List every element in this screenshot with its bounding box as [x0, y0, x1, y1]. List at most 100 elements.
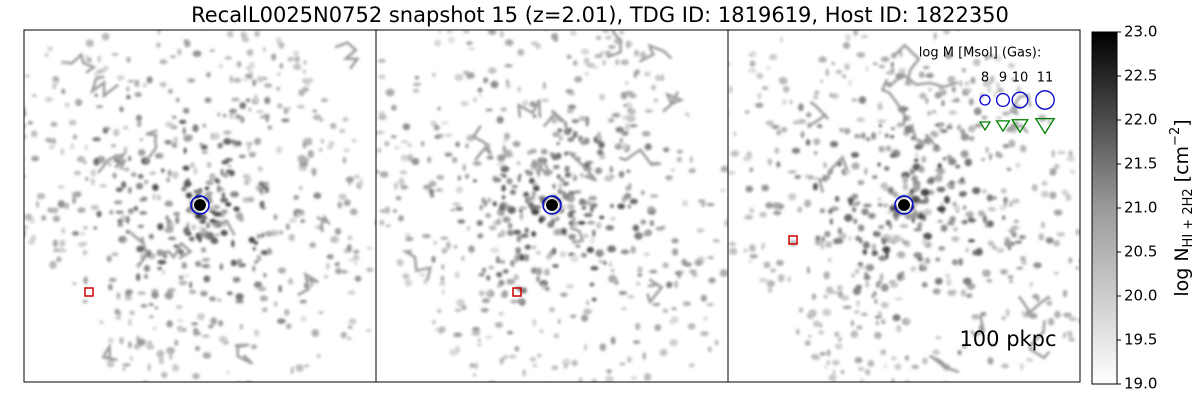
gas-clump [223, 138, 232, 145]
gas-clump [347, 325, 353, 329]
gas-clump [935, 257, 941, 262]
gas-clump [756, 73, 764, 79]
gas-clump [877, 119, 887, 123]
gas-clump [639, 51, 647, 59]
gas-clump [77, 242, 87, 247]
gas-clump [488, 265, 495, 270]
gas-clump [575, 244, 581, 248]
gas-clump [854, 201, 861, 206]
gas-clump [228, 383, 234, 390]
gas-clump [1065, 193, 1072, 202]
gas-clump [910, 266, 917, 273]
gas-clump [851, 207, 857, 213]
gas-clump [60, 227, 66, 234]
gas-clump [1051, 149, 1055, 158]
gas-clump [925, 97, 929, 105]
gas-clump [761, 242, 766, 247]
gas-clump [961, 67, 967, 73]
gas-clump [730, 149, 740, 158]
map-panel [728, 30, 1080, 400]
gas-clump [959, 79, 963, 88]
gas-filament [565, 151, 598, 182]
gas-clump [626, 356, 632, 363]
gas-clump [316, 354, 321, 358]
gas-clump [947, 220, 955, 226]
gas-clump [567, 211, 574, 219]
gas-clump [515, 247, 522, 252]
gas-clump [628, 93, 637, 99]
gas-clump [606, 395, 612, 400]
gas-clump [0, 89, 1, 93]
gas-filament [401, 249, 432, 282]
gas-clump [260, 115, 265, 119]
gas-clump [505, 395, 511, 400]
gas-clump [198, 236, 202, 243]
gas-clump [157, 266, 163, 271]
gas-clump [514, 254, 519, 263]
gas-clump [599, 93, 606, 101]
gas-clump [589, 236, 595, 245]
gas-clump [867, 393, 870, 400]
gas-clump [285, 223, 290, 230]
gas-clump [510, 299, 518, 304]
gas-clump [903, 319, 912, 324]
gas-clump [164, 291, 174, 300]
gas-clump [1046, 300, 1053, 306]
gas-clump [535, 43, 542, 50]
gas-clump [904, 212, 913, 220]
gas-clump [437, 107, 441, 111]
gas-clump [838, 232, 847, 240]
gas-clump [874, 331, 882, 340]
gas-clump [300, 219, 305, 224]
gas-clump [492, 177, 502, 183]
gas-clump [109, 210, 114, 215]
gas-clump [183, 134, 193, 142]
gas-clump [1008, 139, 1016, 148]
gas-clump [254, 260, 258, 264]
gas-clump [808, 309, 817, 318]
gas-clump [82, 299, 88, 304]
gas-clump [614, 143, 623, 150]
gas-clump [606, 368, 612, 374]
gas-clump [115, 187, 123, 193]
gas-clump [90, 178, 96, 186]
gas-clump [652, 302, 661, 307]
gas-clump [178, 275, 184, 280]
gas-filament [1028, 320, 1051, 360]
gas-clump [877, 197, 882, 201]
legend-host-symbol [1035, 90, 1055, 110]
gas-clump [366, 328, 372, 333]
gas-clump [567, 203, 575, 210]
gas-clump [152, 193, 156, 201]
gas-clump [121, 181, 127, 189]
gas-clump [263, 272, 267, 278]
gas-clump [904, 125, 914, 134]
gas-clump [547, 382, 552, 386]
gas-clump [404, 278, 413, 287]
gas-clump [622, 143, 629, 151]
gas-clump [377, 148, 382, 153]
gas-clump [634, 232, 643, 240]
gas-clump [1008, 62, 1015, 69]
gas-clump [506, 177, 513, 185]
gas-clump [1033, 262, 1042, 269]
gas-clump [535, 267, 543, 276]
gas-clump [252, 97, 260, 103]
gas-clump [882, 185, 890, 192]
gas-clump [583, 213, 593, 218]
gas-clump [124, 296, 133, 301]
gas-clump [169, 221, 174, 229]
gas-clump [137, 224, 144, 229]
gas-clump [934, 348, 939, 356]
gas-clump [178, 280, 188, 286]
gas-clump [864, 167, 868, 176]
gas-clump [461, 255, 465, 262]
gas-clump [878, 130, 882, 135]
gas-clump [922, 357, 928, 365]
gas-clump [347, 337, 352, 341]
gas-filament [532, 156, 553, 179]
gas-clump [955, 164, 961, 169]
gas-clump [619, 362, 626, 366]
gas-clump [719, 269, 728, 278]
gas-clump [190, 162, 195, 168]
